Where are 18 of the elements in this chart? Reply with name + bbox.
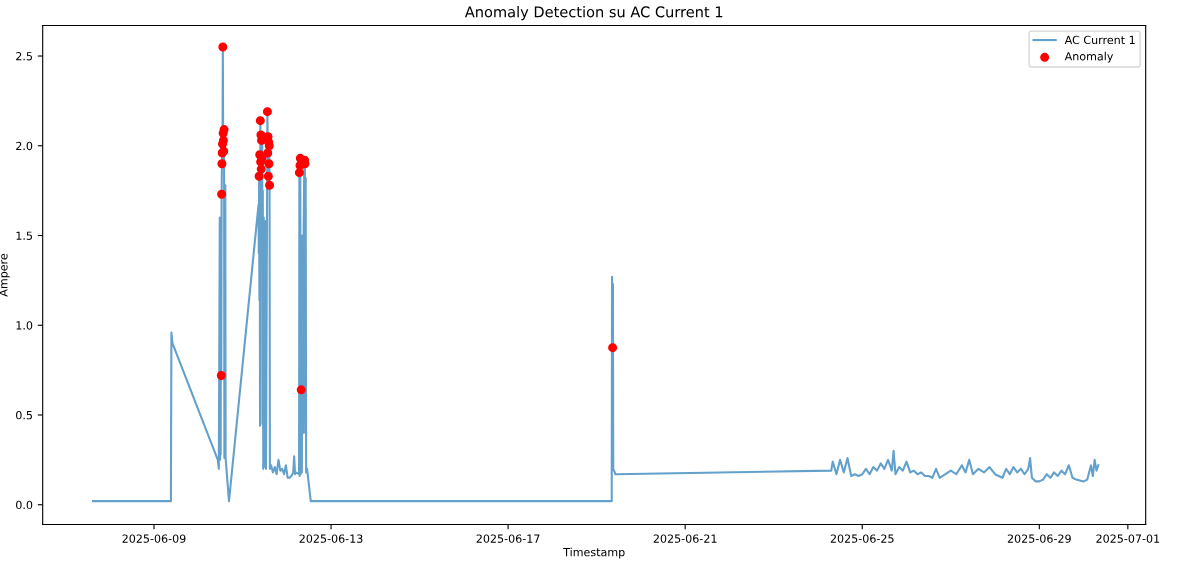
y-tick-label: 0.0 <box>16 500 33 510</box>
x-tick-label: 2025-06-21 <box>653 534 717 543</box>
y-tick-label: 1.5 <box>16 231 32 240</box>
y-tick-label: 2.0 <box>16 141 33 151</box>
x-tick-label: 2025-07-01 <box>1096 534 1160 543</box>
x-tick-label: 2025-06-29 <box>1007 534 1071 543</box>
legend-label: AC Current 1 <box>1064 35 1135 45</box>
x-tick-label: 2025-06-13 <box>299 534 363 543</box>
y-tick-label: 2.5 <box>16 52 32 61</box>
legend-label: Anomaly <box>1064 51 1114 63</box>
x-tick-label: 2025-06-09 <box>122 534 186 543</box>
y-tick-label: 0.5 <box>16 410 32 420</box>
y-tick-label: 1.0 <box>16 321 33 330</box>
x-axis-title: Timestamp <box>563 547 625 559</box>
chart-title: Anomaly Detection su AC Current 1 <box>464 6 723 21</box>
y-axis-title: Ampere <box>0 253 10 297</box>
x-tick-label: 2025-06-17 <box>476 534 540 543</box>
x-tick-label: 2025-06-25 <box>830 534 894 543</box>
